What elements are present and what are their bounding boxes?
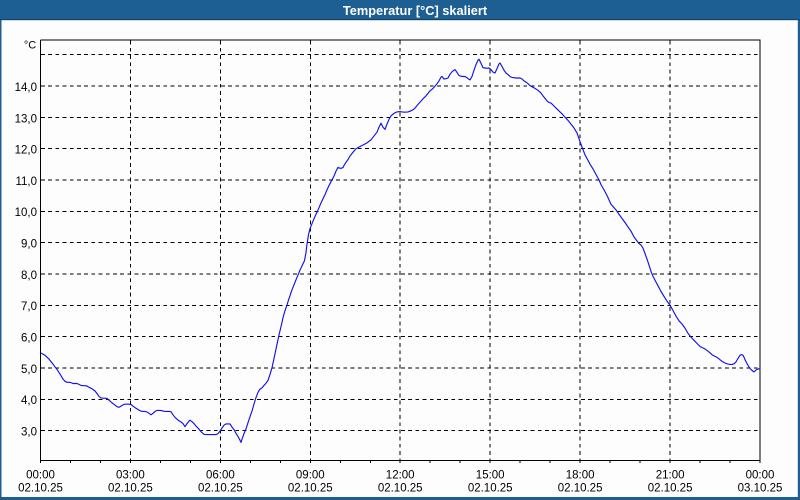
svg-text:13,0: 13,0 bbox=[15, 113, 37, 125]
svg-text:03.10.25: 03.10.25 bbox=[738, 483, 783, 495]
svg-text:02.10.25: 02.10.25 bbox=[468, 483, 513, 495]
svg-text:12:00: 12:00 bbox=[386, 470, 415, 482]
svg-text:02.10.25: 02.10.25 bbox=[198, 483, 243, 495]
svg-text:03:00: 03:00 bbox=[116, 470, 145, 482]
svg-text:02.10.25: 02.10.25 bbox=[648, 483, 693, 495]
svg-text:18:00: 18:00 bbox=[566, 470, 595, 482]
svg-text:02.10.25: 02.10.25 bbox=[108, 483, 153, 495]
svg-text:02.10.25: 02.10.25 bbox=[18, 483, 63, 495]
svg-text:02.10.25: 02.10.25 bbox=[288, 483, 333, 495]
svg-text:°C: °C bbox=[24, 40, 36, 52]
svg-text:02.10.25: 02.10.25 bbox=[558, 483, 603, 495]
svg-text:21:00: 21:00 bbox=[656, 470, 685, 482]
svg-text:00:00: 00:00 bbox=[26, 470, 55, 482]
svg-text:12,0: 12,0 bbox=[15, 145, 37, 157]
svg-text:00:00: 00:00 bbox=[746, 470, 775, 482]
svg-text:6,0: 6,0 bbox=[21, 333, 37, 345]
svg-text:5,0: 5,0 bbox=[21, 364, 37, 376]
svg-text:8,0: 8,0 bbox=[21, 270, 37, 282]
svg-text:4,0: 4,0 bbox=[21, 395, 37, 407]
svg-text:02.10.25: 02.10.25 bbox=[378, 483, 423, 495]
svg-text:09:00: 09:00 bbox=[296, 470, 325, 482]
svg-text:15:00: 15:00 bbox=[476, 470, 505, 482]
svg-text:3,0: 3,0 bbox=[21, 427, 37, 439]
svg-text:9,0: 9,0 bbox=[21, 239, 37, 251]
svg-text:7,0: 7,0 bbox=[21, 301, 37, 313]
svg-text:14,0: 14,0 bbox=[15, 82, 37, 94]
svg-text:06:00: 06:00 bbox=[206, 470, 235, 482]
svg-text:Temperatur [°C] skaliert: Temperatur [°C] skaliert bbox=[343, 3, 488, 18]
svg-text:10,0: 10,0 bbox=[15, 207, 37, 219]
svg-text:11,0: 11,0 bbox=[15, 176, 37, 188]
